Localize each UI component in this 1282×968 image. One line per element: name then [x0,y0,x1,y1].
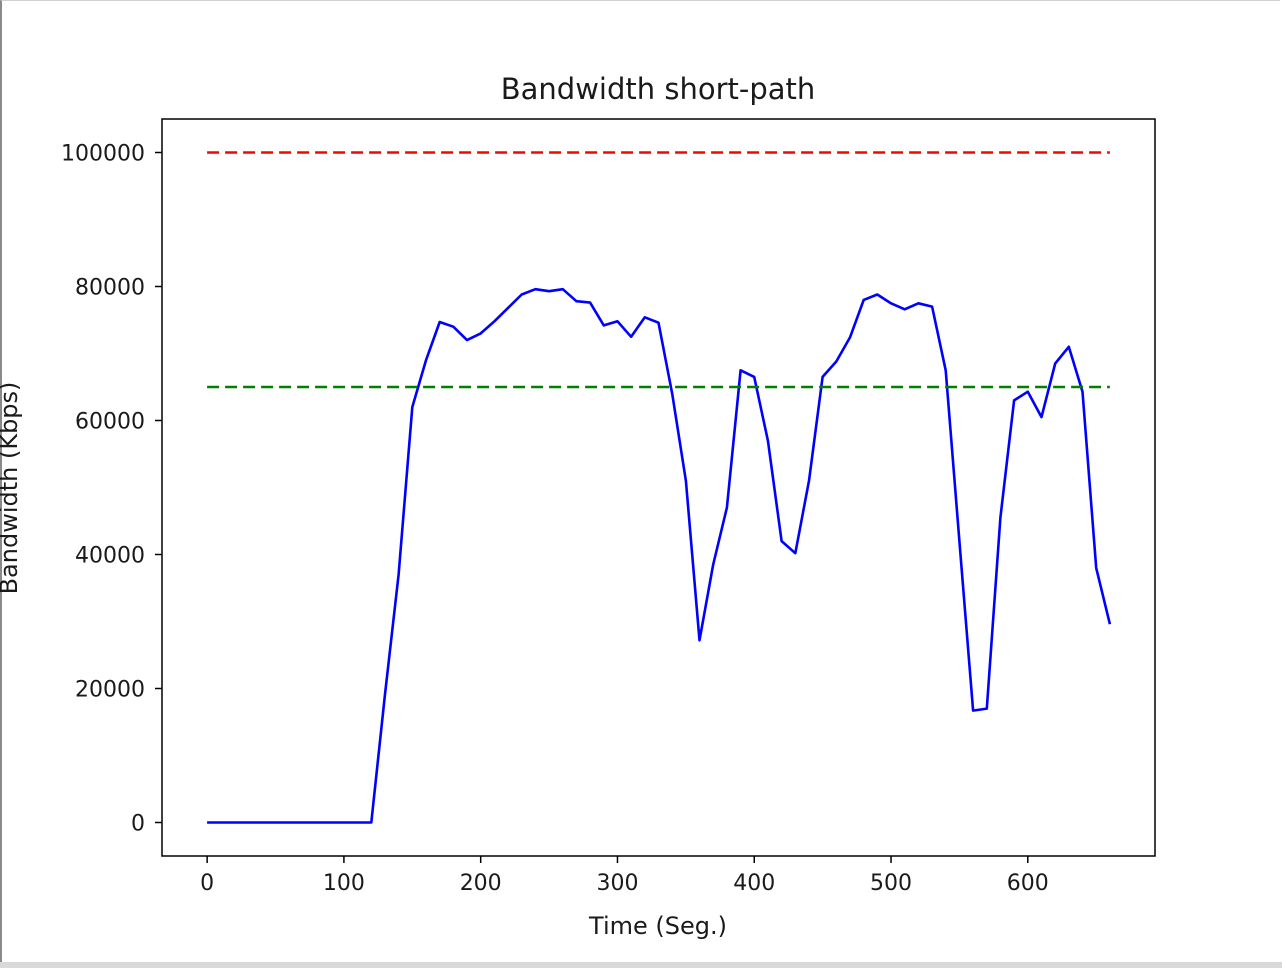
y-tick-label: 60000 [75,410,145,435]
x-tick-label: 400 [733,871,775,896]
x-tick-label: 100 [323,871,365,896]
x-tick-label: 600 [1007,871,1049,896]
x-axis-ticks: 0 100 200 300 400 500 600 [200,856,1049,896]
y-tick-label: 100000 [61,142,145,167]
y-tick-label: 0 [131,812,145,837]
y-axis-ticks: 0 20000 40000 60000 80000 100000 [61,142,162,837]
x-tick-label: 500 [870,871,912,896]
series-layer [207,151,1112,824]
x-tick-label: 0 [200,871,214,896]
y-tick-label: 20000 [75,678,145,703]
x-tick-label: 300 [596,871,638,896]
x-tick-label: 200 [460,871,502,896]
chart-title: Bandwidth short-path [501,72,816,106]
y-axis-label: Bandwidth (Kbps) [0,382,23,595]
window-bottom-edge [0,962,1282,968]
y-tick-label: 80000 [75,276,145,301]
y-tick-label: 40000 [75,544,145,569]
x-axis-label: Time (Seg.) [588,912,727,940]
plot-area-frame [161,118,1156,857]
bandwidth-series-line [207,287,1112,824]
